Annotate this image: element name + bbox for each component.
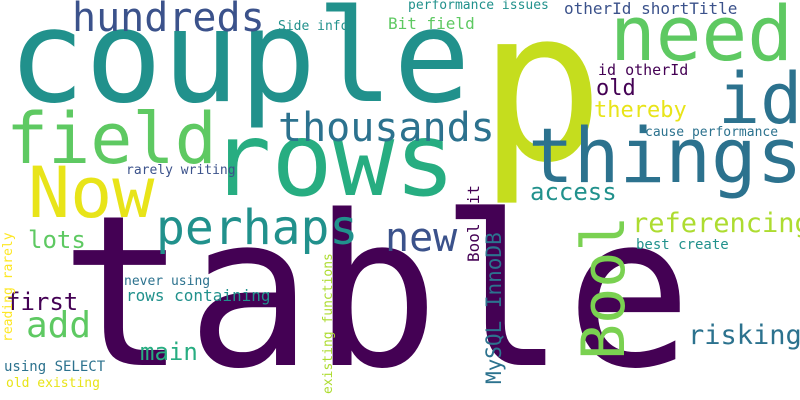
word-Bool-Bit: Bool Bit	[464, 184, 483, 262]
word-lots: lots	[28, 226, 86, 254]
word-referencing: referencing	[632, 208, 800, 239]
word-things: things	[528, 111, 800, 200]
word-risking: risking	[688, 320, 800, 351]
word-performance-issues: performance issues	[408, 0, 549, 13]
word-first: first	[6, 288, 79, 316]
word-rows: rows	[210, 101, 456, 220]
word-thereby: thereby	[594, 98, 687, 123]
word-rarely-writing: rarely writing	[126, 163, 236, 178]
word-couple: couple	[8, 0, 471, 132]
word-thousands: thousands	[278, 105, 495, 151]
word-Bit-field: Bit field	[388, 14, 475, 33]
word-access: access	[530, 178, 617, 206]
word-Bool: Bool	[569, 215, 639, 361]
word-old-existing: old existing	[6, 376, 100, 391]
word-main: main	[140, 338, 198, 366]
word-id-otherId: id otherId	[598, 61, 689, 79]
word-never-using: never using	[124, 274, 211, 289]
word-using-SELECT: using SELECT	[4, 359, 106, 375]
word-best-create: best create	[636, 237, 729, 253]
word-perhaps: perhaps	[156, 200, 359, 256]
word-new: new	[385, 215, 458, 261]
word-cause-performance: cause performance	[645, 125, 779, 140]
word-need: need	[610, 0, 794, 78]
word-Now: Now	[28, 152, 155, 234]
word-old: old	[596, 76, 636, 101]
word-add: add	[26, 305, 92, 346]
word-field: field	[6, 98, 217, 180]
word-existing-functions: existing functions	[321, 253, 336, 394]
word-p: p	[478, 0, 605, 209]
word-rows-containing: rows containing	[126, 286, 271, 305]
word-MySQL-InnoDB: MySQL InnoDB	[482, 232, 506, 384]
word-reading-rarely: reading rarely	[1, 232, 16, 342]
word-Side-info: Side info	[278, 19, 349, 34]
word-hundreds: hundreds	[72, 0, 265, 41]
word-id: id	[718, 58, 800, 140]
word-table: table	[60, 170, 693, 400]
word-otherId-shortTitle: otherId shortTitle	[564, 0, 738, 18]
